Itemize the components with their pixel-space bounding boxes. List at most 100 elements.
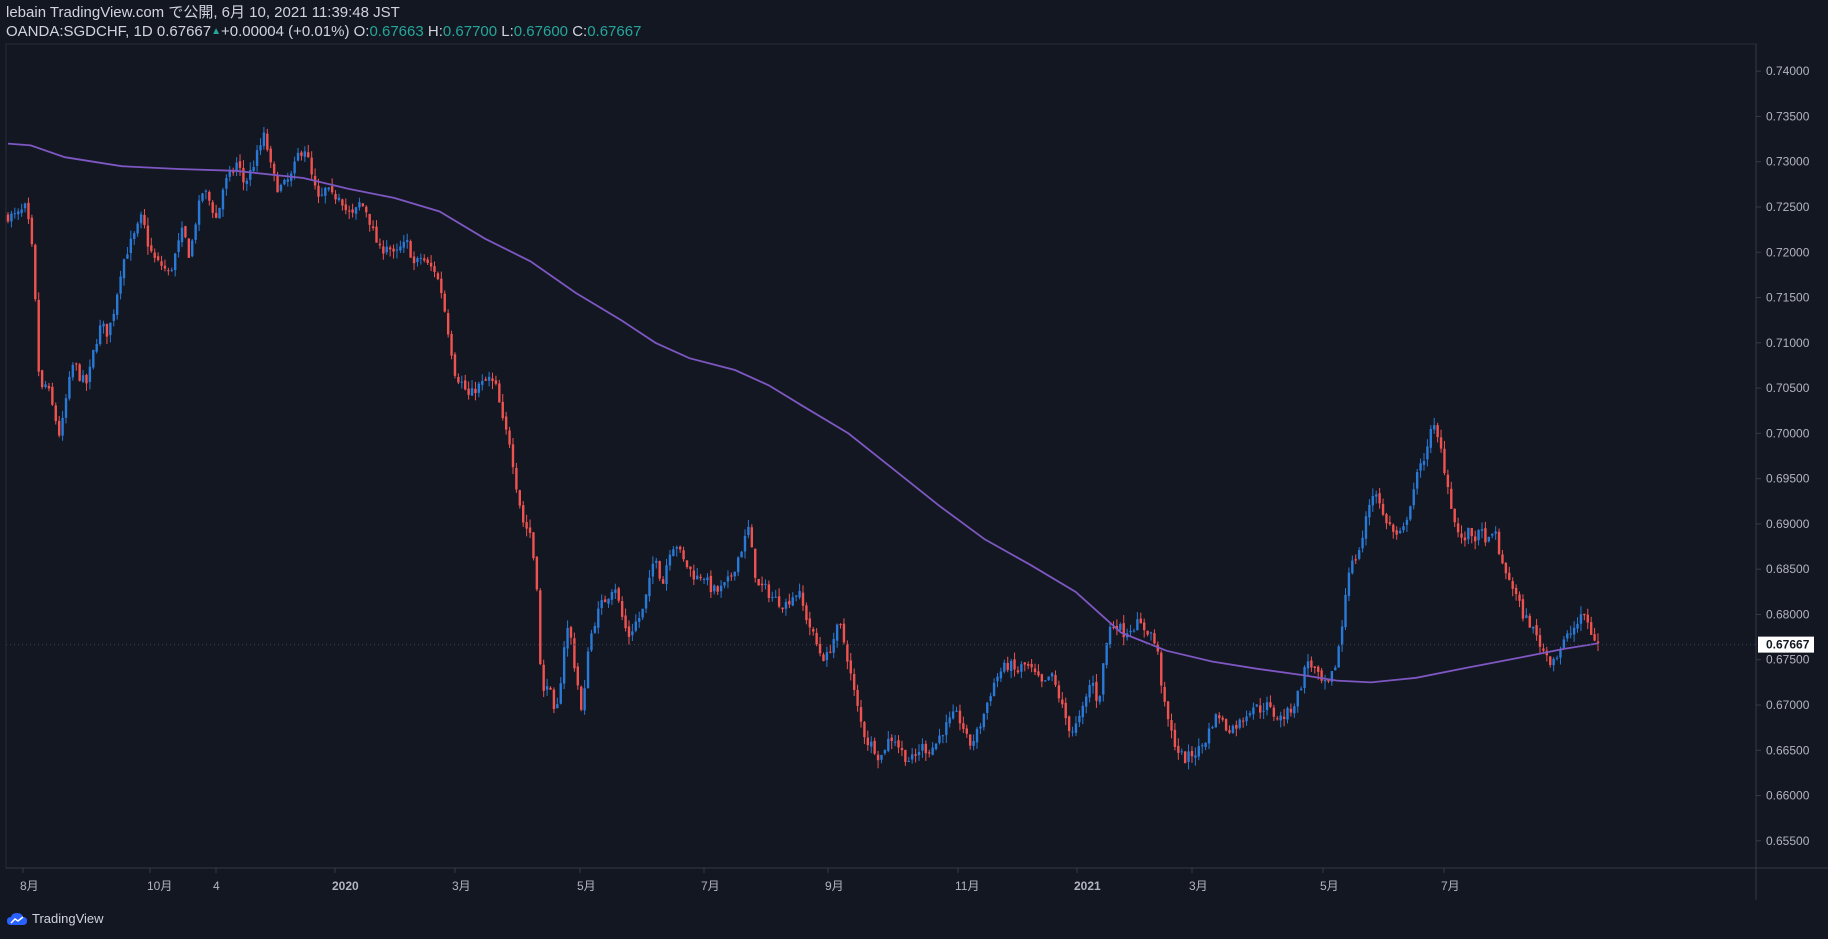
candle-body	[1030, 663, 1033, 668]
candle-body	[846, 643, 849, 662]
close-value: 0.67667	[587, 23, 642, 40]
candle-body	[1122, 623, 1125, 638]
candle-body	[1589, 622, 1593, 635]
candle-body	[808, 618, 812, 628]
candle-body	[979, 726, 982, 729]
candle-body	[1303, 667, 1306, 688]
candle-body	[968, 734, 972, 746]
candle-body	[733, 571, 736, 577]
tradingview-logo[interactable]: TradingView	[6, 911, 104, 926]
candle-body	[1381, 503, 1385, 515]
candle-body	[1013, 659, 1016, 670]
candle-body	[167, 270, 170, 272]
candle-body	[1470, 528, 1473, 537]
candle-body	[928, 752, 931, 754]
candle-body	[1412, 489, 1415, 506]
candle-body	[1238, 719, 1241, 728]
price-axis[interactable]: 0.74000 0.73500 0.73000 0.72500 0.72000 0.715…	[1756, 64, 1810, 848]
candle-body	[1357, 550, 1361, 559]
candle-body	[388, 247, 392, 250]
candle-body	[586, 651, 590, 689]
candle-body	[180, 227, 184, 243]
candle-body	[849, 660, 852, 674]
candle-body	[1422, 461, 1426, 465]
candle-body	[276, 175, 279, 193]
candle-body	[504, 416, 508, 430]
candle-body	[1245, 716, 1248, 722]
candle-body	[1385, 514, 1388, 524]
candle-body	[631, 631, 634, 636]
plot-frame	[5, 43, 1757, 869]
candle-body	[1211, 727, 1214, 729]
candle-body	[566, 627, 569, 649]
y-tick-label: 0.71000	[1766, 336, 1810, 350]
candle-body	[57, 420, 61, 436]
candle-body	[709, 575, 713, 593]
candle-body	[160, 261, 163, 266]
candle-body	[1596, 641, 1600, 644]
candle-body	[13, 213, 17, 215]
candle-body	[1132, 630, 1136, 632]
candle-body	[1241, 720, 1245, 722]
candle-body	[1310, 660, 1313, 668]
candle-body	[822, 654, 825, 661]
candle-body	[1054, 675, 1057, 685]
candle-body	[508, 430, 511, 445]
candle-body	[805, 605, 808, 621]
candle-body	[1491, 533, 1494, 536]
candle-body	[330, 186, 334, 193]
candle-body	[34, 244, 37, 300]
candle-body	[876, 754, 880, 761]
candle-body	[378, 243, 382, 246]
candle-body	[754, 548, 757, 578]
low-label: L:	[501, 23, 514, 40]
chart-header: lebain TradingView.com で公開, 6月 10, 2021 …	[6, 4, 641, 41]
time-axis[interactable]: 8月 10月 4 2020 3月 5月 7月 9月 11月 2021 3月 5月 7月	[20, 868, 1460, 893]
candle-body	[607, 598, 610, 604]
candle-body	[1026, 664, 1030, 666]
candle-body	[1173, 729, 1177, 747]
candle-body	[539, 590, 542, 665]
candle-body	[897, 740, 900, 748]
candle-body	[231, 171, 235, 173]
candle-body	[651, 563, 655, 577]
candle-body	[259, 145, 262, 151]
candle-body	[286, 179, 289, 182]
candle-body	[1248, 713, 1252, 716]
candle-body	[6, 214, 10, 222]
last-price-tag-bg	[1758, 636, 1814, 653]
candle-body	[590, 633, 593, 651]
candle-body	[726, 576, 730, 582]
candle-body	[1187, 751, 1190, 762]
x-tick-label: 4	[213, 879, 220, 893]
candle-body	[617, 588, 620, 601]
candle-body	[668, 554, 672, 566]
candle-body	[1337, 646, 1340, 668]
candle-body	[1180, 751, 1183, 753]
candle-body	[61, 417, 64, 436]
candle-body	[283, 179, 286, 185]
candle-body	[40, 370, 44, 388]
candle-body	[1518, 594, 1521, 601]
candle-body	[402, 241, 405, 248]
candle-body	[337, 197, 341, 201]
candle-body	[1334, 667, 1337, 671]
candle-body	[129, 238, 133, 254]
candle-body	[170, 269, 173, 271]
candle-body	[1463, 537, 1467, 541]
y-tick-label: 0.65500	[1766, 834, 1810, 848]
candle-body	[518, 490, 522, 506]
candle-body	[1286, 707, 1289, 720]
candle-body	[996, 676, 999, 682]
candle-body	[1299, 688, 1303, 691]
candle-body	[392, 248, 395, 252]
candle-body	[948, 717, 951, 724]
candle-body	[1023, 662, 1026, 665]
candle-body	[665, 565, 668, 585]
candle-body	[610, 591, 614, 600]
candle-body	[1467, 527, 1470, 540]
candle-body	[341, 199, 344, 206]
candle-body	[1061, 699, 1064, 705]
candle-body	[1276, 718, 1279, 720]
